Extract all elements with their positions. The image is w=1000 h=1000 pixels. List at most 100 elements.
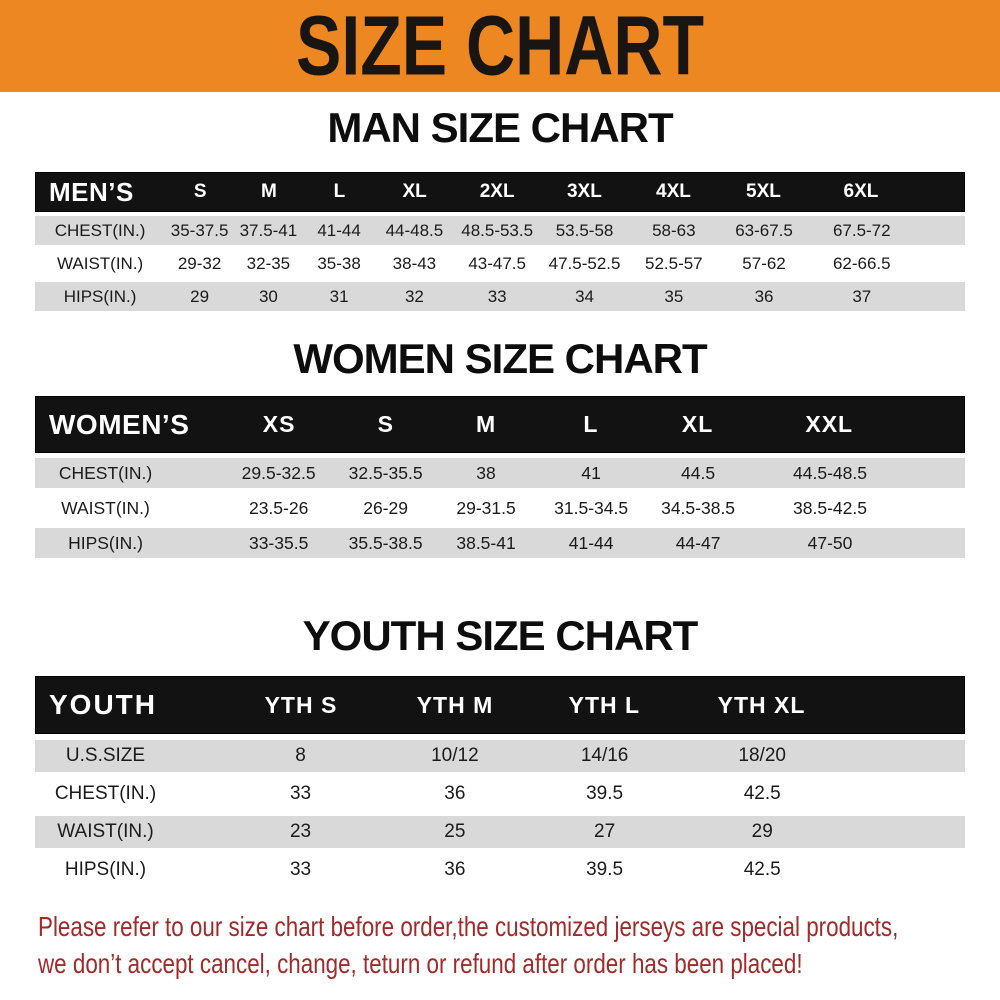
women-col-xl: XL [681, 411, 714, 437]
women-row-waist: WAIST(IN.) 23.5-26 26-29 29-31.5 31.5-34… [35, 493, 965, 523]
row-label: U.S.SIZE [65, 745, 146, 766]
size-cell: 23.5-26 [248, 497, 309, 518]
size-cell: 36 [444, 783, 466, 804]
youth-size-section: YOUTH SIZE CHART YOUTH YTH S YTH M YTH L… [0, 614, 1000, 886]
size-cell: 32.5-35.5 [348, 462, 423, 483]
man-col-3xl: 3XL [566, 181, 602, 202]
size-cell: 42.5 [743, 859, 781, 880]
man-col-5xl: 5XL [746, 181, 781, 202]
youth-row-hips: HIPS(IN.) 33 36 39.5 42.5 [35, 854, 965, 886]
women-section-title: WOMEN SIZE CHART [293, 335, 707, 382]
man-size-table: MEN’S S M L XL 2XL 3XL 4XL 5XL 6XL CHEST… [35, 172, 965, 311]
row-label: HIPS(IN.) [64, 859, 147, 880]
size-cell: 29.5-32.5 [241, 462, 316, 483]
size-cell: 35 [664, 286, 684, 306]
row-label: HIPS(IN.) [63, 286, 137, 306]
size-cell: 35-37.5 [170, 220, 229, 240]
size-cell: 33-35.5 [248, 532, 309, 553]
size-cell: 35-38 [317, 253, 361, 273]
size-cell: 42.5 [743, 783, 781, 804]
size-cell: 53.5-58 [555, 220, 614, 240]
size-cell: 37.5-41 [239, 220, 298, 240]
size-cell: 37 [852, 286, 872, 306]
size-cell: 31.5-34.5 [554, 497, 629, 518]
size-cell: 31 [329, 286, 349, 306]
size-cell: 38-43 [392, 253, 437, 273]
size-cell: 41-44 [317, 220, 361, 240]
size-cell: 36 [444, 859, 466, 880]
man-row-waist: WAIST(IN.) 29-32 32-35 35-38 38-43 43-47… [35, 249, 965, 278]
banner: SIZE CHART [0, 0, 1000, 92]
size-cell: 43-47.5 [468, 253, 526, 273]
man-size-section: MAN SIZE CHART MEN’S S M L XL 2XL 3XL 4X… [0, 106, 1000, 311]
row-label: HIPS(IN.) [68, 532, 143, 553]
youth-col-xl: YTH XL [717, 691, 806, 718]
size-cell: 32 [404, 286, 424, 306]
youth-size-table: YOUTH YTH S YTH M YTH L YTH XL U.S.SIZE … [35, 676, 965, 886]
size-cell: 26-29 [363, 497, 408, 518]
size-cell: 33 [289, 859, 312, 880]
size-cell: 29-31.5 [456, 497, 516, 518]
man-row-hips: HIPS(IN.) 29 30 31 32 33 34 35 36 37 [35, 282, 965, 311]
size-cell: 38.5-41 [456, 532, 516, 553]
man-col-l: L [333, 181, 346, 202]
size-cell: 25 [444, 821, 466, 842]
size-cell: 33 [487, 286, 507, 306]
women-col-m: M [475, 411, 497, 437]
man-col-6xl: 6XL [843, 181, 879, 202]
size-cell: 8 [295, 745, 306, 766]
man-col-s: S [193, 181, 207, 202]
youth-section-title: YOUTH SIZE CHART [302, 612, 699, 659]
row-label: CHEST(IN.) [58, 462, 153, 483]
women-row-hips: HIPS(IN.) 33-35.5 35.5-38.5 38.5-41 41-4… [35, 528, 965, 558]
size-cell: 29 [190, 286, 210, 306]
women-col-s: S [377, 411, 394, 437]
man-col-4xl: 4XL [656, 181, 691, 202]
size-cell: 10/12 [431, 745, 479, 766]
youth-row-ussize: U.S.SIZE 8 10/12 14/16 18/20 [35, 740, 965, 772]
size-cell: 62-66.5 [832, 253, 891, 273]
youth-row-chest: CHEST(IN.) 33 36 39.5 42.5 [35, 778, 965, 810]
youth-row-waist: WAIST(IN.) 23 25 27 29 [35, 816, 965, 848]
size-cell: 38 [476, 462, 496, 483]
row-label: WAIST(IN.) [61, 497, 150, 518]
size-cell: 14/16 [580, 745, 629, 766]
size-cell: 27 [594, 821, 616, 842]
size-cell: 44-47 [675, 532, 721, 553]
size-cell: 23 [289, 821, 312, 842]
size-cell: 18/20 [738, 745, 786, 766]
size-cell: 36 [754, 286, 774, 306]
size-cell: 34 [575, 286, 595, 306]
women-size-section: WOMEN SIZE CHART WOMEN’S XS S M L XL XXL… [0, 337, 1000, 558]
size-cell: 41-44 [568, 532, 614, 553]
youth-col-m: YTH M [416, 691, 494, 718]
size-cell: 35.5-38.5 [348, 532, 423, 553]
footer-line-2: we don’t accept cancel, change, teturn o… [38, 948, 803, 979]
women-col-xxl: XXL [805, 411, 854, 437]
man-col-xl: XL [402, 181, 427, 202]
women-table-header: WOMEN’S XS S M L XL XXL [35, 396, 965, 453]
row-label: WAIST(IN.) [56, 253, 144, 273]
size-cell: 34.5-38.5 [661, 497, 736, 518]
size-cell: 44.5-48.5 [793, 462, 867, 483]
size-cell: 30 [258, 286, 278, 306]
size-cell: 41 [581, 462, 601, 483]
footer-line-1: Please refer to our size chart before or… [38, 911, 899, 942]
size-cell: 29-32 [177, 253, 222, 273]
youth-table-header: YOUTH YTH S YTH M YTH L YTH XL [35, 676, 965, 734]
man-col-2xl: 2XL [479, 181, 515, 202]
women-col-l: L [583, 411, 599, 437]
size-cell: 29 [751, 821, 773, 842]
youth-col-s: YTH S [264, 691, 338, 718]
row-label: CHEST(IN.) [54, 220, 146, 240]
women-col-xs: XS [262, 411, 296, 437]
man-corner-label: MEN’S [49, 176, 134, 207]
size-cell: 47-50 [807, 532, 853, 553]
size-cell: 39.5 [586, 859, 624, 880]
women-corner-label: WOMEN’S [49, 408, 190, 440]
row-label: CHEST(IN.) [54, 783, 157, 804]
man-col-m: M [261, 181, 277, 202]
size-cell: 63-67.5 [735, 220, 793, 240]
size-cell: 48.5-53.5 [461, 220, 534, 240]
